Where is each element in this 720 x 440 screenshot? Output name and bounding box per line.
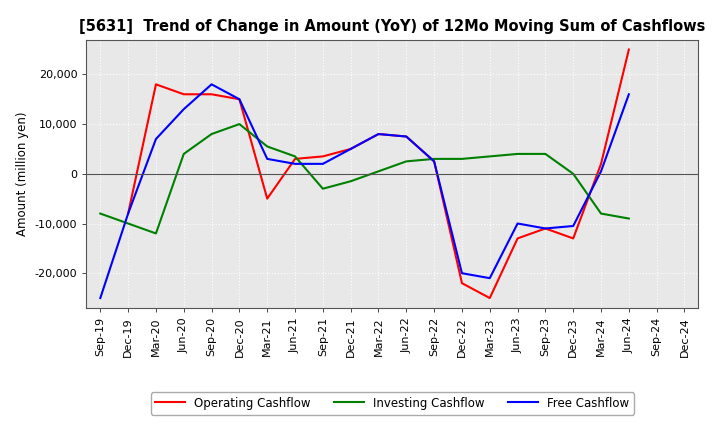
Investing Cashflow (291, 154, 300, 159)
Operating Cashflow (430, 159, 438, 164)
Investing Cashflow (318, 186, 327, 191)
Operating Cashflow (318, 154, 327, 159)
Line: Operating Cashflow: Operating Cashflow (128, 50, 629, 298)
Operating Cashflow (179, 92, 188, 97)
Investing Cashflow (374, 169, 383, 174)
Investing Cashflow (458, 156, 467, 161)
Free Cashflow (430, 159, 438, 164)
Investing Cashflow (513, 151, 522, 157)
Operating Cashflow (263, 196, 271, 201)
Free Cashflow (624, 92, 633, 97)
Free Cashflow (179, 106, 188, 112)
Investing Cashflow (152, 231, 161, 236)
Operating Cashflow (235, 97, 243, 102)
Operating Cashflow (597, 161, 606, 166)
Free Cashflow (124, 211, 132, 216)
Investing Cashflow (597, 211, 606, 216)
Investing Cashflow (235, 121, 243, 127)
Operating Cashflow (485, 295, 494, 301)
Free Cashflow (513, 221, 522, 226)
Line: Free Cashflow: Free Cashflow (100, 84, 629, 298)
Free Cashflow (263, 156, 271, 161)
Investing Cashflow (96, 211, 104, 216)
Investing Cashflow (207, 132, 216, 137)
Free Cashflow (541, 226, 550, 231)
Investing Cashflow (624, 216, 633, 221)
Investing Cashflow (485, 154, 494, 159)
Line: Investing Cashflow: Investing Cashflow (100, 124, 629, 234)
Operating Cashflow (541, 226, 550, 231)
Free Cashflow (346, 147, 355, 152)
Operating Cashflow (207, 92, 216, 97)
Operating Cashflow (346, 147, 355, 152)
Title: [5631]  Trend of Change in Amount (YoY) of 12Mo Moving Sum of Cashflows: [5631] Trend of Change in Amount (YoY) o… (79, 19, 706, 34)
Free Cashflow (152, 136, 161, 142)
Free Cashflow (402, 134, 410, 139)
Free Cashflow (485, 275, 494, 281)
Investing Cashflow (430, 156, 438, 161)
Operating Cashflow (291, 156, 300, 161)
Operating Cashflow (152, 82, 161, 87)
Free Cashflow (597, 169, 606, 174)
Free Cashflow (374, 132, 383, 137)
Investing Cashflow (569, 171, 577, 176)
Free Cashflow (458, 271, 467, 276)
Investing Cashflow (346, 179, 355, 184)
Free Cashflow (291, 161, 300, 166)
Free Cashflow (569, 224, 577, 229)
Operating Cashflow (124, 211, 132, 216)
Investing Cashflow (541, 151, 550, 157)
Operating Cashflow (402, 134, 410, 139)
Investing Cashflow (402, 159, 410, 164)
Investing Cashflow (263, 144, 271, 149)
Y-axis label: Amount (million yen): Amount (million yen) (16, 112, 30, 236)
Operating Cashflow (513, 236, 522, 241)
Legend: Operating Cashflow, Investing Cashflow, Free Cashflow: Operating Cashflow, Investing Cashflow, … (150, 392, 634, 415)
Investing Cashflow (179, 151, 188, 157)
Operating Cashflow (374, 132, 383, 137)
Free Cashflow (318, 161, 327, 166)
Investing Cashflow (124, 221, 132, 226)
Operating Cashflow (458, 281, 467, 286)
Free Cashflow (96, 295, 104, 301)
Free Cashflow (235, 97, 243, 102)
Operating Cashflow (624, 47, 633, 52)
Operating Cashflow (569, 236, 577, 241)
Free Cashflow (207, 82, 216, 87)
